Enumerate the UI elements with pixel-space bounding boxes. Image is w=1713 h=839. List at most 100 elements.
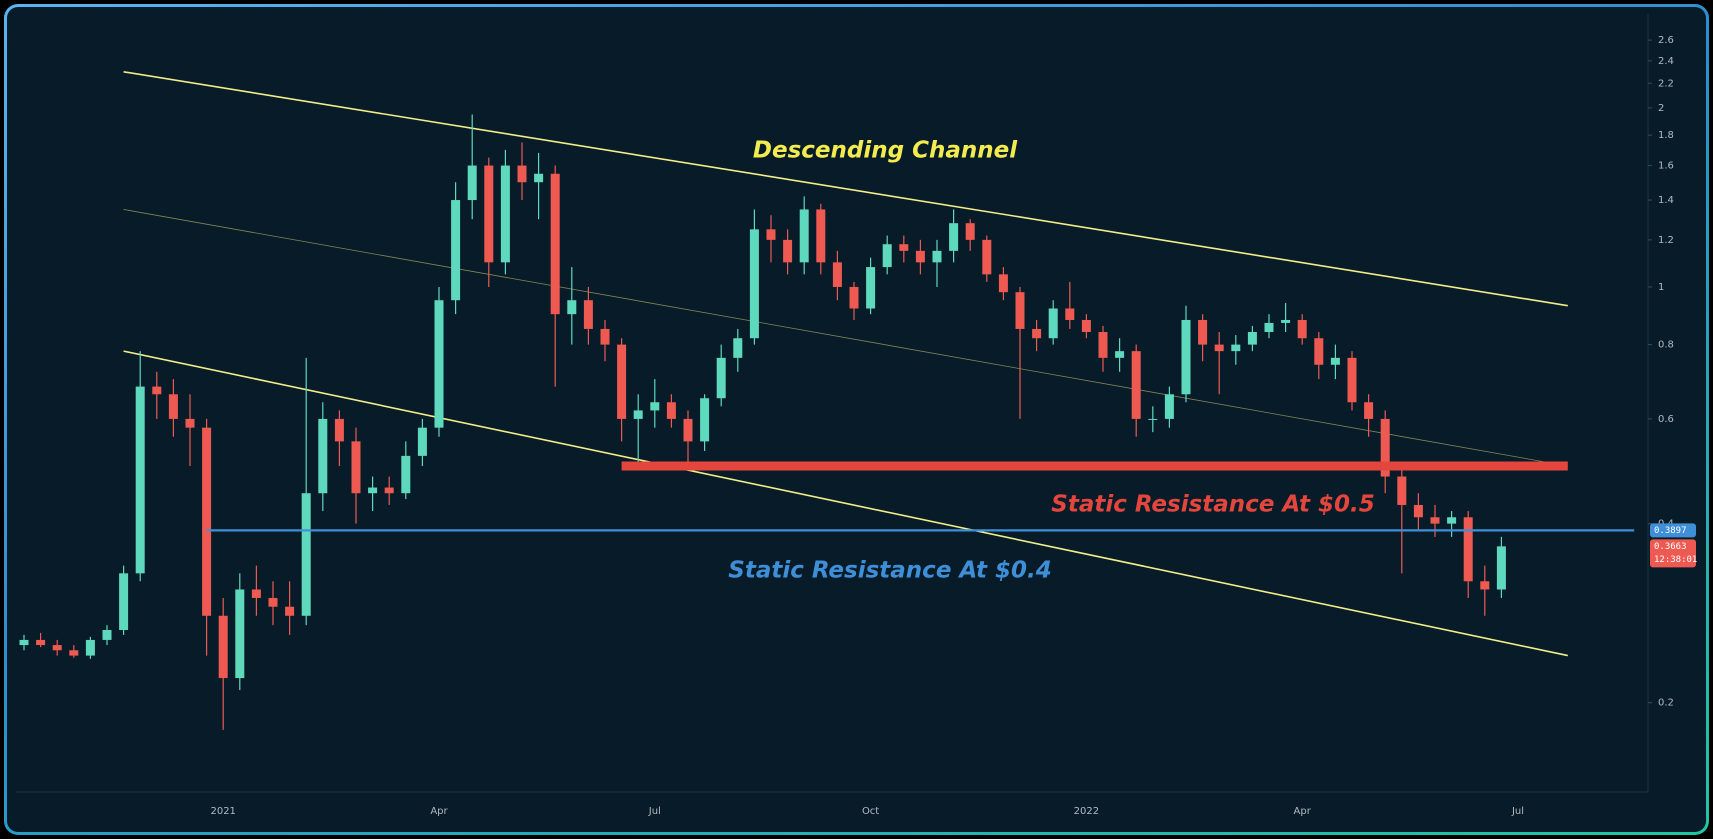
candle-body	[1430, 517, 1440, 524]
candle-body	[832, 262, 842, 287]
trendline	[123, 71, 1568, 307]
y-tick-label: 1.6	[1658, 161, 1674, 172]
candle-body	[1330, 357, 1340, 365]
candle-body	[301, 493, 311, 616]
candle-body	[135, 386, 145, 574]
candle-body	[965, 223, 975, 240]
candle-body	[1032, 328, 1042, 339]
annotation: Static Resistance At $0.4	[728, 558, 1051, 584]
chart-panel	[7, 7, 1706, 832]
candle-body	[1364, 402, 1374, 419]
candle-body	[351, 441, 361, 494]
candle-body	[716, 357, 726, 399]
candle-body	[617, 344, 627, 419]
last-price-tag	[1650, 539, 1696, 568]
candle-body	[1065, 308, 1075, 320]
candle-body	[1181, 319, 1191, 395]
y-tick-label: 1.2	[1658, 235, 1674, 246]
y-tick-label: 1.4	[1658, 195, 1674, 206]
x-tick-label: Jul	[1511, 806, 1524, 817]
candle-body	[899, 244, 909, 251]
candle-body	[1015, 292, 1025, 329]
candle-body	[998, 274, 1008, 293]
candle-body	[19, 639, 29, 646]
candle-body	[285, 606, 295, 616]
x-tick-label: Apr	[1294, 806, 1312, 817]
countdown: 12:38:01	[1654, 555, 1697, 565]
candle-body	[766, 229, 776, 240]
level-price-tag	[1650, 523, 1696, 538]
candle-body	[683, 418, 693, 442]
candle-body	[949, 223, 959, 251]
candle-body	[1214, 344, 1224, 352]
candle-body	[567, 300, 577, 315]
y-tick-label: 2.2	[1658, 78, 1674, 89]
y-tick-label: 1.8	[1658, 130, 1674, 141]
candle-body	[251, 589, 261, 598]
candle-body	[1463, 517, 1473, 582]
candle-body	[1347, 357, 1357, 403]
annotation: Descending Channel	[753, 138, 1018, 164]
candle-body	[749, 229, 759, 339]
candle-body	[1397, 476, 1407, 505]
y-tick-label: 1	[1658, 282, 1664, 293]
candle-body	[52, 645, 62, 651]
candle-body	[882, 244, 892, 268]
candle-body	[1496, 546, 1506, 590]
x-tick-label: Oct	[862, 806, 879, 817]
trendline	[123, 350, 1568, 657]
candle-body	[119, 573, 129, 630]
candle-body	[700, 398, 710, 442]
candle-body	[318, 418, 328, 494]
candle-body	[517, 165, 527, 183]
x-tick-label: 2022	[1074, 806, 1099, 817]
candle-body	[1115, 351, 1125, 358]
candle-body	[168, 394, 178, 419]
candle-body	[218, 615, 228, 679]
candle-body	[401, 455, 411, 494]
candle-body	[583, 300, 593, 329]
level-price-label: 0.3897	[1654, 526, 1687, 536]
candle-body	[849, 286, 859, 309]
candle-body	[550, 173, 560, 315]
candle-body	[1131, 351, 1141, 419]
candle-body	[202, 427, 212, 616]
candle-body	[451, 200, 461, 301]
candle-body	[384, 487, 394, 494]
candle-body	[1081, 319, 1091, 332]
candle-body	[534, 173, 544, 183]
trendline	[123, 209, 1568, 467]
candle-body	[650, 402, 660, 411]
candle-body	[1447, 517, 1457, 524]
candle-body	[1480, 581, 1490, 590]
candle-body	[417, 427, 427, 456]
frame	[4, 4, 1709, 835]
candle-body	[633, 410, 643, 419]
candle-body	[467, 165, 477, 201]
candle-body	[1297, 319, 1307, 339]
candle-body	[185, 418, 195, 428]
x-tick-label: Jul	[648, 806, 661, 817]
candle-body	[1098, 331, 1108, 358]
x-tick-label: 2021	[210, 806, 235, 817]
candle-body	[982, 239, 992, 275]
candle-body	[368, 487, 378, 494]
candle-body	[816, 209, 826, 263]
candle-body	[799, 209, 809, 263]
candle-body	[334, 418, 344, 442]
candle-body	[1231, 344, 1241, 352]
candle-body	[1314, 338, 1324, 365]
candle-body	[102, 629, 112, 640]
candle-body	[152, 386, 162, 395]
candle-body	[1198, 319, 1208, 345]
candle-body	[500, 165, 510, 263]
last-price-label: 0.3663	[1654, 542, 1687, 552]
candle-body	[600, 328, 610, 345]
annotation: Static Resistance At $0.5	[1051, 492, 1374, 518]
candle-body	[1148, 418, 1158, 420]
candle-body	[866, 267, 876, 309]
candle-body	[36, 639, 46, 646]
candle-body	[1413, 504, 1423, 518]
